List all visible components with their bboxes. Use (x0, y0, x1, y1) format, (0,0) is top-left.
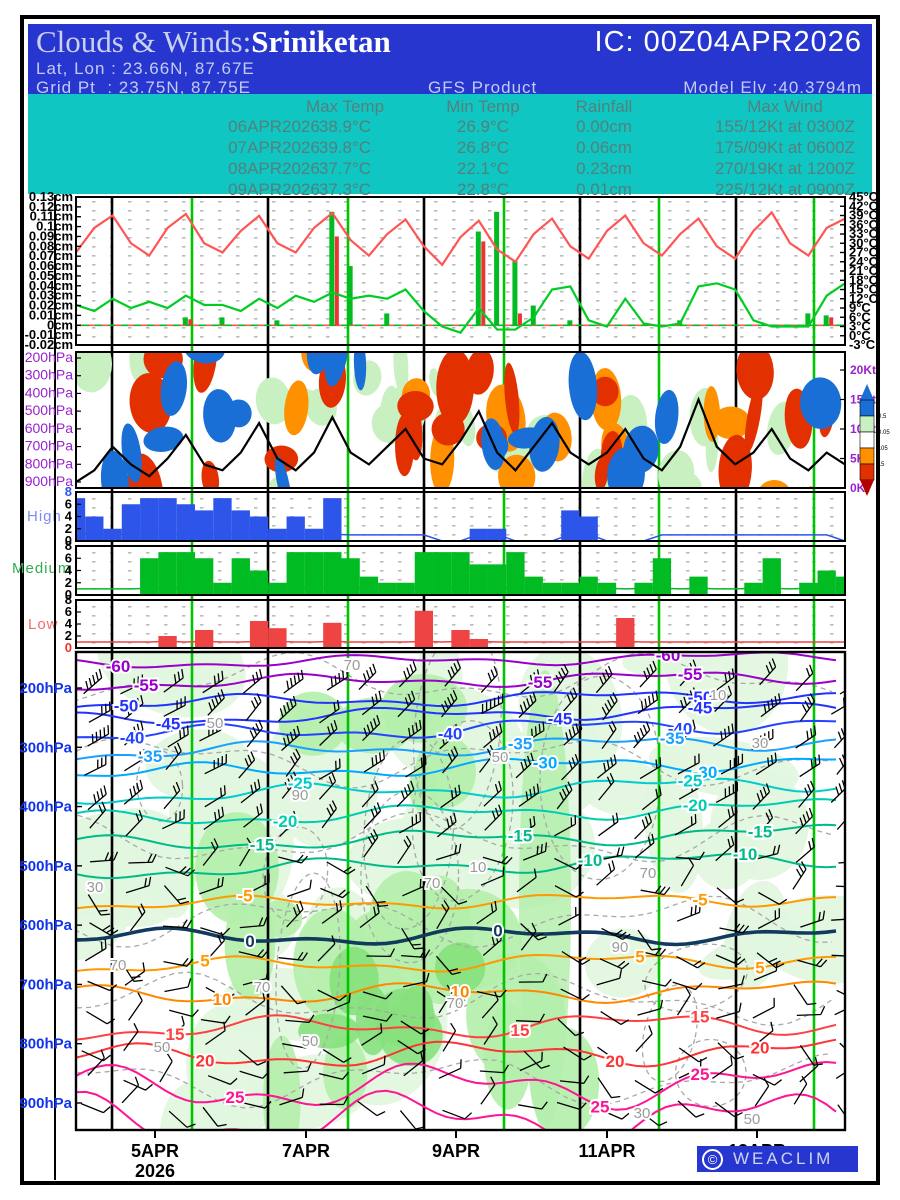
table-header: Rainfall (575, 97, 633, 116)
low-cloud-label: Low (28, 616, 59, 633)
title-part: & Dew Point(°C) (587, 203, 718, 220)
forecast-table: Max Temp Min Temp Rainfall Max Wind 06APR202… (28, 94, 872, 199)
table-cell: 26.9°C (456, 117, 510, 136)
model-elev: Model Elv :40.3794m (683, 78, 862, 97)
table-cell: 225/12Kt at 0900Z (715, 180, 855, 199)
credit-text: WEACLIM (733, 1149, 834, 1168)
table-cell: 22.1°C (456, 159, 510, 178)
table-cell: 09APR2026 (228, 180, 320, 199)
init-condition: IC: 00Z04APR2026 (594, 26, 862, 58)
table-cell: 08APR2026 (228, 159, 320, 178)
station-name: Sriniketan (251, 24, 391, 59)
table-cell: 06APR2026 (228, 117, 320, 136)
table-cell: 22.8°C (456, 180, 510, 199)
table-cell: 155/12Kt at 0300Z (715, 117, 855, 136)
table-cell: 26.8°C (456, 138, 510, 157)
table-cell: 37.3°C (318, 180, 372, 199)
copyright-icon: © (702, 1148, 723, 1170)
outer-frame (20, 15, 880, 1185)
title-label: Clouds & Winds: (36, 24, 252, 59)
table-cell: 38.9°C (318, 117, 372, 136)
table-header: Max Temp (305, 97, 385, 116)
weaclim-logo: © WEACLIM (697, 1146, 858, 1172)
table-cell: 39.8°C (318, 138, 372, 157)
table-cell: 0.00cm (576, 117, 632, 136)
table-cell: 0.23cm (576, 159, 632, 178)
title-part: Surface Dry Bulb(°C) (427, 203, 588, 220)
header-bar: Clouds & Winds:Sriniketan IC: 00Z04APR20… (28, 24, 872, 97)
table-cell: 07APR2026 (228, 138, 320, 157)
table-cell: 0.06cm (576, 138, 632, 157)
lat-lon: Lat, Lon : 23.66N, 87.67E (36, 59, 255, 78)
medium-cloud-label: Medium (12, 560, 72, 577)
table-cell: 175/09Kt at 0600Z (715, 138, 855, 157)
table-header: Min Temp (446, 97, 520, 116)
table-cell: 37.7°C (318, 159, 372, 178)
table-header: Max Wind (747, 97, 823, 116)
grid-pt: Grid Pt : 23.75N, 87.75E (36, 78, 251, 97)
table-cell: 270/19Kt at 1200Z (715, 159, 855, 178)
page-title: Clouds & Winds:Sriniketan (36, 24, 391, 60)
rainfall-panel-title: 3 Hourly Rainfal (cm) : Surface Dry Bulb… (250, 203, 717, 220)
table-cell: 0.01cm (576, 180, 632, 199)
velocity-panel-title: Vertical Velocity(Pa/Sec) & Windspeed at… (268, 357, 659, 374)
high-cloud-label: High (27, 508, 62, 525)
title-part: 3 Hourly Rainfal (cm) : (250, 203, 428, 220)
product-label: GFS Product (428, 78, 538, 97)
